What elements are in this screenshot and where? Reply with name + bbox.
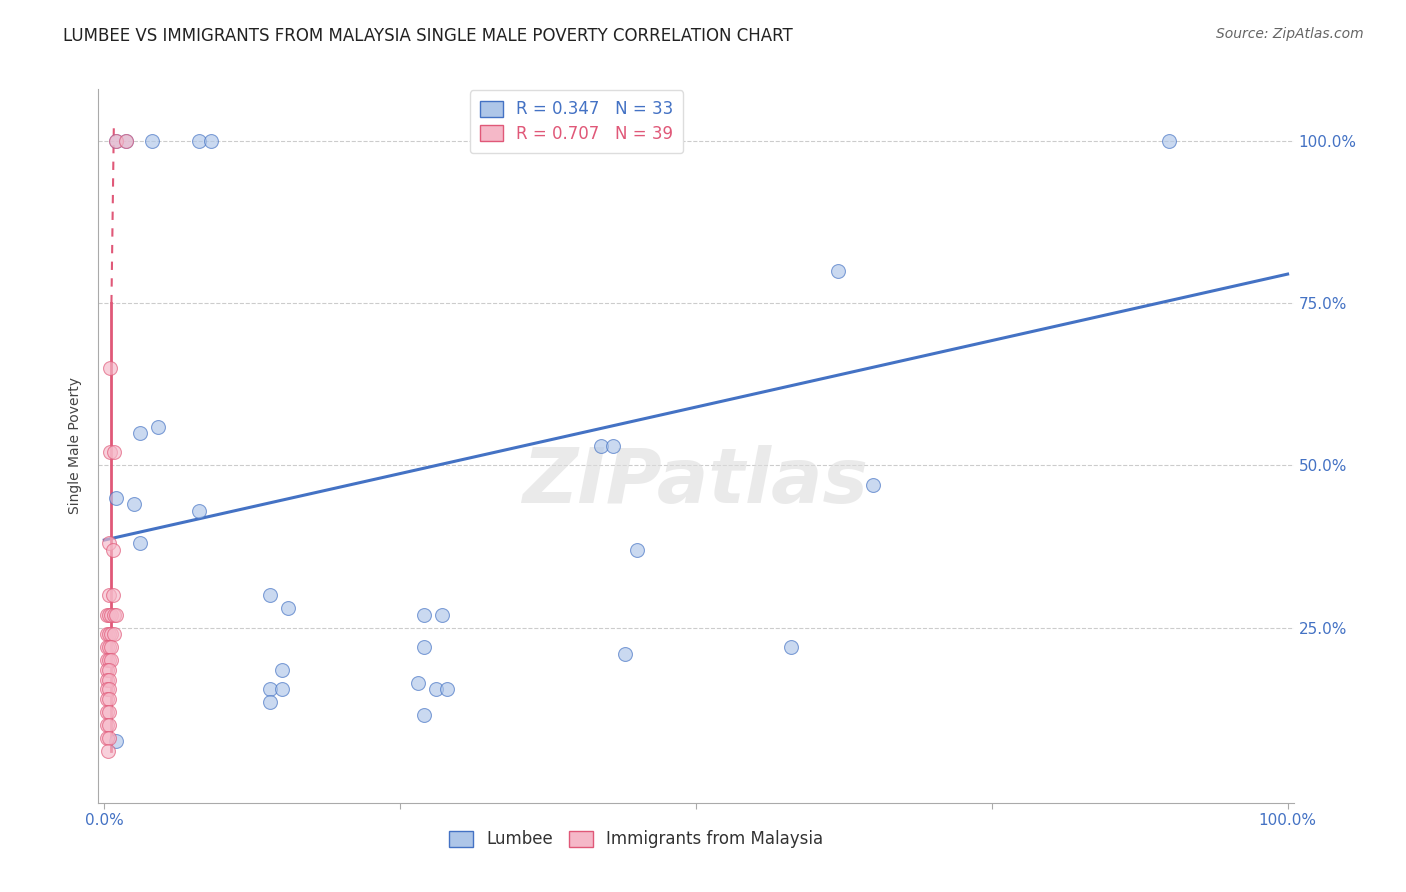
Point xyxy=(100,607,122,622)
Point xyxy=(105,134,128,148)
Point xyxy=(98,536,121,550)
Text: ZIPatlas: ZIPatlas xyxy=(523,445,869,518)
Point xyxy=(188,134,211,148)
Point xyxy=(259,588,281,602)
Point xyxy=(96,731,118,745)
Point xyxy=(602,439,624,453)
Point xyxy=(96,627,118,641)
Point xyxy=(98,692,121,706)
Point xyxy=(412,607,434,622)
Point xyxy=(141,134,163,148)
Point xyxy=(100,653,122,667)
Point xyxy=(98,673,121,687)
Point xyxy=(103,607,125,622)
Point xyxy=(122,497,145,511)
Point xyxy=(270,663,292,677)
Point xyxy=(105,607,128,622)
Point xyxy=(96,682,118,697)
Point xyxy=(96,718,118,732)
Point xyxy=(100,640,122,654)
Point xyxy=(277,601,299,615)
Point xyxy=(98,361,121,376)
Point xyxy=(101,542,124,557)
Point xyxy=(98,682,121,697)
Point xyxy=(98,627,121,641)
Point xyxy=(96,663,118,677)
Point xyxy=(779,640,801,654)
Point xyxy=(412,708,434,723)
Point xyxy=(128,425,150,440)
Point xyxy=(105,134,128,148)
Point xyxy=(96,692,118,706)
Text: LUMBEE VS IMMIGRANTS FROM MALAYSIA SINGLE MALE POVERTY CORRELATION CHART: LUMBEE VS IMMIGRANTS FROM MALAYSIA SINGL… xyxy=(63,27,793,45)
Point xyxy=(105,734,128,748)
Point xyxy=(96,640,118,654)
Point xyxy=(425,682,447,697)
Point xyxy=(259,695,281,709)
Point xyxy=(97,744,120,758)
Point xyxy=(436,682,458,697)
Point xyxy=(1159,134,1181,148)
Point xyxy=(406,675,429,690)
Point xyxy=(103,445,125,459)
Point xyxy=(259,682,281,697)
Point xyxy=(114,134,136,148)
Point xyxy=(614,647,637,661)
Point xyxy=(430,607,453,622)
Point xyxy=(827,264,849,278)
Point xyxy=(98,718,121,732)
Point xyxy=(188,504,211,518)
Point xyxy=(98,705,121,719)
Point xyxy=(114,134,136,148)
Point xyxy=(103,627,125,641)
Point xyxy=(96,705,118,719)
Point xyxy=(96,607,118,622)
Point xyxy=(105,491,128,505)
Point xyxy=(412,640,434,654)
Point xyxy=(146,419,169,434)
Point xyxy=(862,478,884,492)
Y-axis label: Single Male Poverty: Single Male Poverty xyxy=(69,377,83,515)
Point xyxy=(98,653,121,667)
Point xyxy=(98,607,121,622)
Point xyxy=(98,663,121,677)
Point xyxy=(270,682,292,697)
Text: Source: ZipAtlas.com: Source: ZipAtlas.com xyxy=(1216,27,1364,41)
Point xyxy=(98,731,121,745)
Point xyxy=(200,134,222,148)
Point xyxy=(96,673,118,687)
Point xyxy=(96,653,118,667)
Point xyxy=(101,588,124,602)
Point xyxy=(98,588,121,602)
Point xyxy=(100,627,122,641)
Point xyxy=(98,445,121,459)
Legend: Lumbee, Immigrants from Malaysia: Lumbee, Immigrants from Malaysia xyxy=(443,824,830,855)
Point xyxy=(128,536,150,550)
Point xyxy=(591,439,613,453)
Point xyxy=(98,640,121,654)
Point xyxy=(626,542,648,557)
